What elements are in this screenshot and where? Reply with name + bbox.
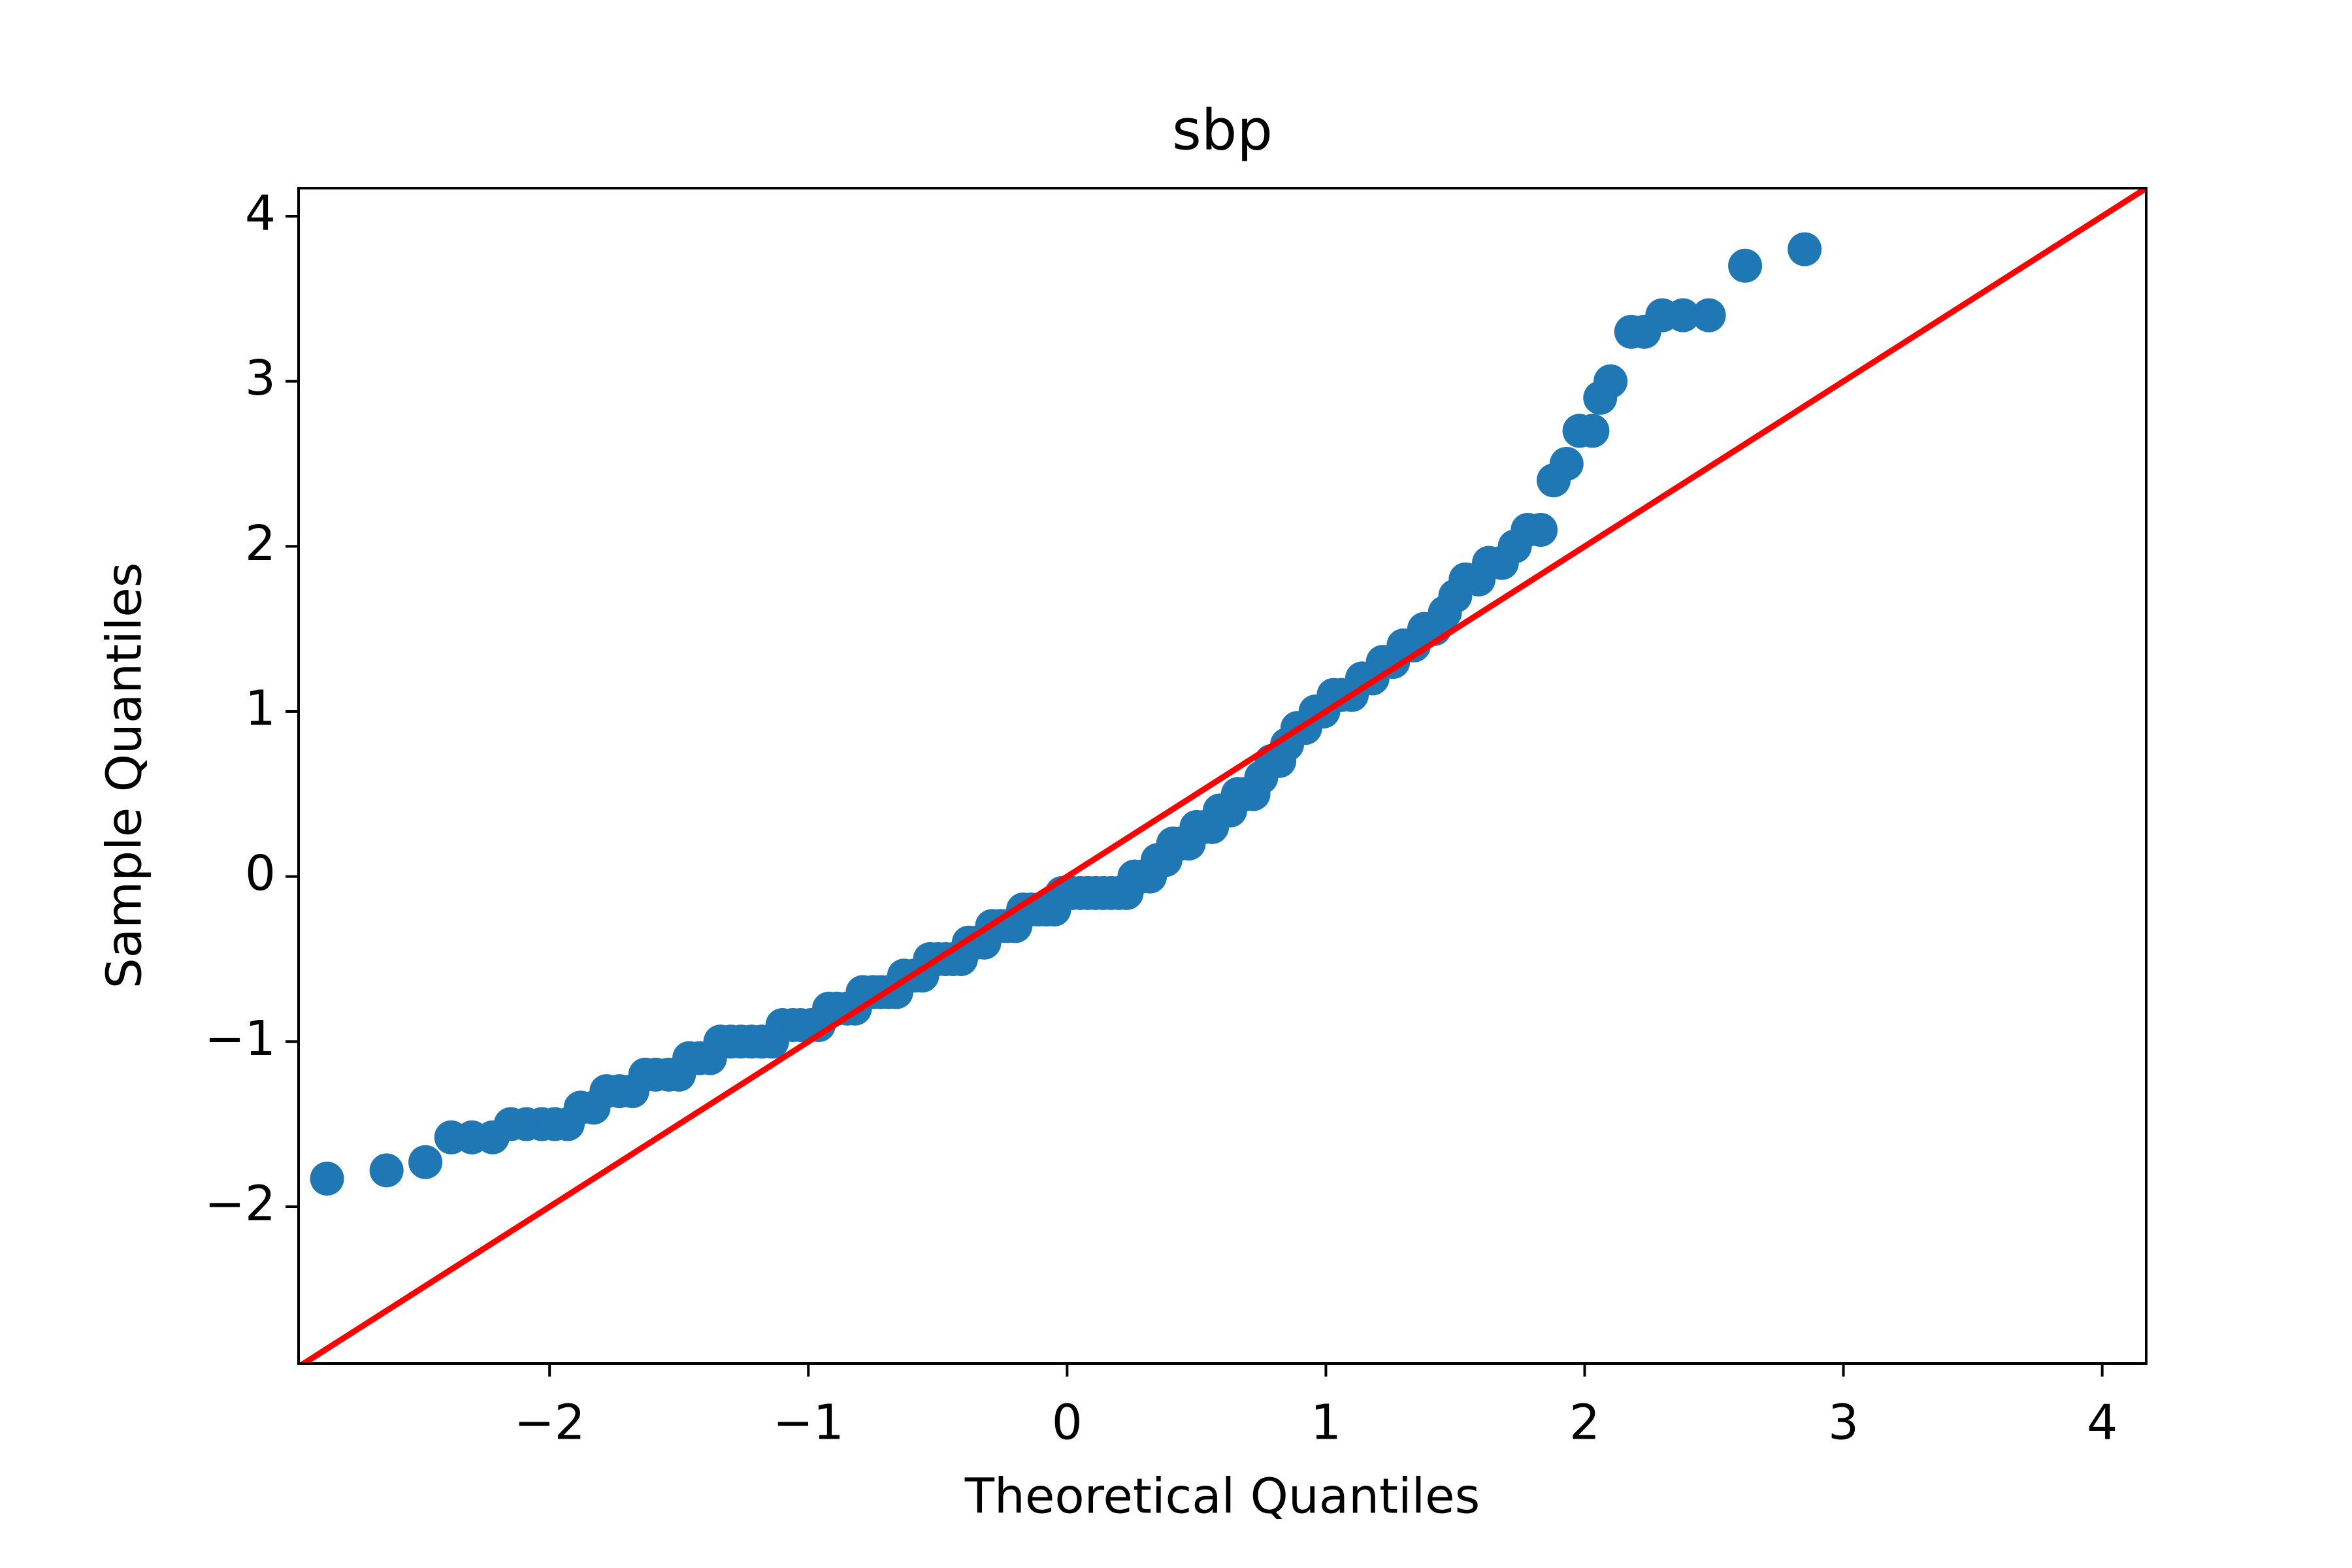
x-tick-label: 0 xyxy=(1052,1395,1083,1451)
y-tick-label: −2 xyxy=(204,1175,276,1232)
y-axis-label: Sample Quantiles xyxy=(97,563,153,989)
reference-line-group xyxy=(299,188,2146,1364)
x-tick-label: 1 xyxy=(1311,1395,1341,1451)
x-axis-label: Theoretical Quantiles xyxy=(964,1469,1480,1525)
point xyxy=(408,1145,443,1179)
x-tick-label: 3 xyxy=(1828,1395,1859,1451)
y-tick-label: 1 xyxy=(245,680,276,736)
x-tick-label: −1 xyxy=(773,1395,844,1451)
point xyxy=(1691,298,1726,333)
plot-frame xyxy=(297,187,2148,1365)
point xyxy=(310,1162,344,1196)
point xyxy=(1788,232,1822,267)
ticks: −2 −1 0 1 2 3 4 −2 −1 0 1 2 3 4 xyxy=(204,185,2117,1450)
x-tick-label: 4 xyxy=(2087,1395,2117,1451)
point xyxy=(1728,248,1763,283)
reference-line xyxy=(299,188,2146,1364)
y-tick-label: 0 xyxy=(245,845,276,902)
point xyxy=(369,1153,404,1188)
y-tick-label: 2 xyxy=(245,515,276,572)
point xyxy=(1575,414,1610,448)
chart-title: sbp xyxy=(1172,97,1273,163)
y-tick-label: −1 xyxy=(204,1011,276,1067)
point xyxy=(0,216,17,250)
x-tick-label: 2 xyxy=(1569,1395,1600,1451)
point xyxy=(1666,298,1701,333)
point xyxy=(1524,513,1558,547)
point xyxy=(1549,446,1584,481)
point xyxy=(1593,364,1628,399)
y-tick-label: 3 xyxy=(245,350,276,406)
y-tick-label: 4 xyxy=(245,185,276,241)
x-tick-label: −2 xyxy=(514,1395,585,1451)
